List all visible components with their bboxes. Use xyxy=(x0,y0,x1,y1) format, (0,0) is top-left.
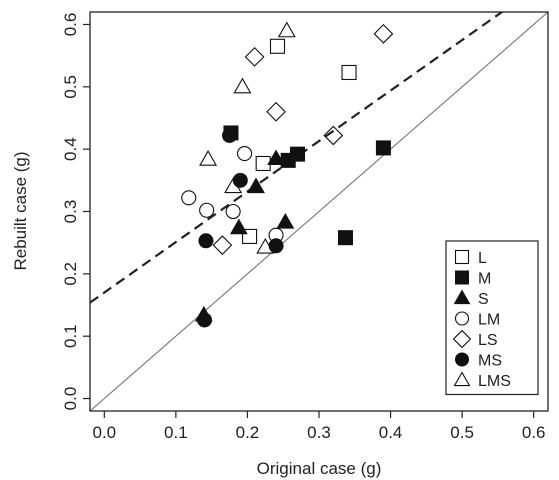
x-axis-title: Original case (g) xyxy=(257,459,382,478)
reference-lines xyxy=(90,12,548,411)
y-tick-label: 0.3 xyxy=(61,200,80,224)
legend-label-s: S xyxy=(478,291,489,308)
legend-label-m: M xyxy=(478,271,491,288)
y-axis-ticks: 0.0 0.1 0.2 0.3 0.4 0.5 0.6 xyxy=(61,13,90,411)
legend-marker-ls xyxy=(452,329,472,349)
point-m xyxy=(290,146,306,162)
legend-marker-m xyxy=(455,270,469,285)
y-tick-label: 0.4 xyxy=(61,137,80,161)
point-s xyxy=(267,149,285,166)
point-m xyxy=(337,230,353,246)
point-ls xyxy=(212,235,233,256)
y-axis-title: Rebuilt case (g) xyxy=(11,151,30,270)
legend-box xyxy=(445,240,539,396)
legend-marker-lms xyxy=(453,371,471,387)
point-ms xyxy=(232,172,248,188)
x-tick-label: 0.4 xyxy=(379,423,403,442)
point-ms xyxy=(198,233,214,249)
point-ms xyxy=(197,312,212,328)
y-tick-label: 0.5 xyxy=(61,75,80,99)
point-s xyxy=(247,177,265,194)
point-l xyxy=(242,228,258,244)
point-lm xyxy=(225,203,241,220)
point-m xyxy=(375,140,391,156)
data-points xyxy=(181,21,394,328)
point-lm xyxy=(199,202,215,218)
legend-marker-s xyxy=(453,289,471,305)
x-tick-label: 0.1 xyxy=(164,423,188,442)
point-lm xyxy=(181,190,197,206)
point-lms xyxy=(233,77,252,94)
identity-line xyxy=(90,12,548,411)
x-tick-label: 0.5 xyxy=(450,423,474,442)
x-tick-label: 0.2 xyxy=(236,423,260,442)
x-tick-label: 0.3 xyxy=(307,423,331,442)
point-lms xyxy=(224,177,243,194)
fit-line-dashed xyxy=(90,12,504,304)
point-s xyxy=(229,218,248,235)
point-l xyxy=(341,64,357,81)
point-lms xyxy=(277,21,296,38)
point-ls xyxy=(244,47,265,67)
legend-marker-ms xyxy=(455,352,469,367)
point-ls xyxy=(323,125,344,146)
point-ls xyxy=(373,23,394,44)
point-lms xyxy=(256,237,275,254)
point-ls xyxy=(266,101,286,122)
y-tick-label: 0.2 xyxy=(61,262,80,286)
legend-label-ms: MS xyxy=(478,353,502,370)
x-tick-label: 0.6 xyxy=(522,423,546,442)
x-tick-label: 0.0 xyxy=(92,423,116,442)
point-lms xyxy=(199,149,218,166)
legend-label-l: L xyxy=(478,250,487,267)
legend-label-lms: LMS xyxy=(478,373,511,390)
point-lm xyxy=(237,145,253,162)
x-axis-ticks: 0.0 0.1 0.2 0.3 0.4 0.5 0.6 xyxy=(92,411,546,442)
point-ms xyxy=(268,238,284,254)
point-s xyxy=(276,213,295,229)
y-tick-label: 0.6 xyxy=(61,13,80,37)
y-tick-label: 0.0 xyxy=(61,387,80,411)
legend-marker-l xyxy=(454,249,470,265)
legend-marker-lm xyxy=(454,311,470,326)
point-l xyxy=(269,38,286,54)
legend-label-ls: LS xyxy=(478,332,498,349)
point-ms xyxy=(222,127,238,143)
legend-label-lm: LM xyxy=(478,312,500,329)
y-tick-label: 0.1 xyxy=(61,324,80,348)
